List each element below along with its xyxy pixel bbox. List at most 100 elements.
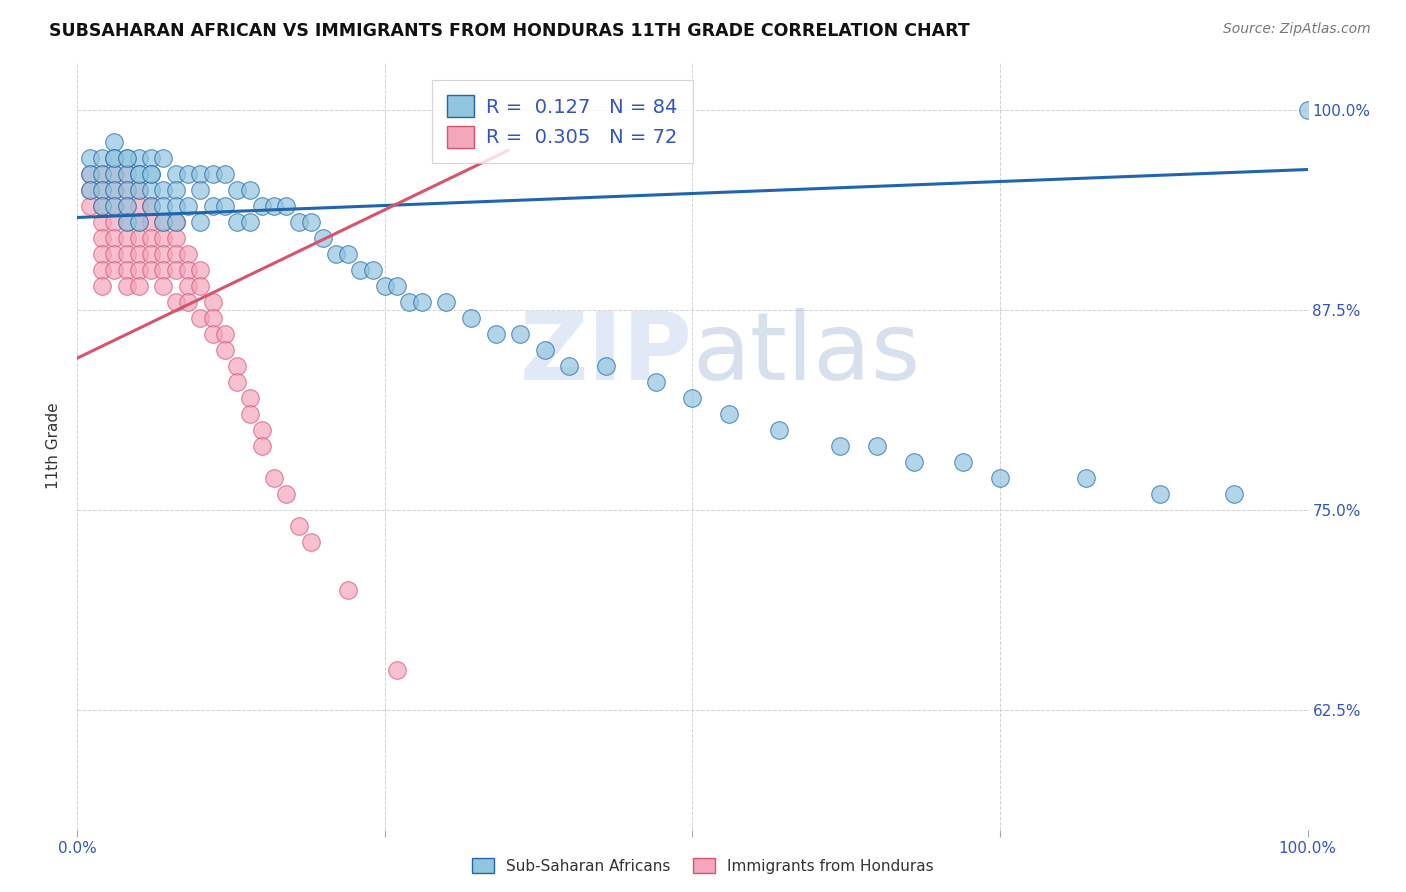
Point: [103, 199, 125, 213]
Point: [682, 391, 704, 405]
Point: [288, 215, 311, 229]
Point: [226, 375, 249, 389]
Point: [90, 263, 114, 277]
Point: [558, 359, 581, 373]
Point: [165, 183, 187, 197]
Point: [188, 279, 212, 293]
Point: [90, 152, 114, 166]
Point: [250, 199, 273, 213]
Point: [398, 295, 420, 310]
Point: [188, 183, 212, 197]
Point: [103, 152, 125, 166]
Point: [103, 136, 125, 150]
Point: [250, 439, 273, 453]
Point: [115, 199, 138, 213]
Point: [1076, 471, 1098, 485]
Point: [349, 263, 371, 277]
Point: [152, 183, 174, 197]
Point: [226, 215, 249, 229]
Point: [534, 343, 557, 358]
Point: [263, 199, 285, 213]
Point: [152, 215, 174, 229]
Point: [177, 167, 200, 181]
Point: [141, 215, 163, 229]
Point: [128, 215, 150, 229]
Point: [115, 183, 138, 197]
Point: [141, 167, 163, 181]
Point: [152, 152, 174, 166]
Point: [201, 199, 224, 213]
Point: [128, 247, 150, 261]
Point: [226, 359, 249, 373]
Point: [79, 183, 101, 197]
Point: [165, 295, 187, 310]
Legend: Sub-Saharan Africans, Immigrants from Honduras: Sub-Saharan Africans, Immigrants from Ho…: [467, 852, 939, 880]
Point: [115, 167, 138, 181]
Point: [411, 295, 433, 310]
Point: [201, 295, 224, 310]
Text: Source: ZipAtlas.com: Source: ZipAtlas.com: [1223, 22, 1371, 37]
Point: [115, 263, 138, 277]
Point: [90, 215, 114, 229]
Point: [152, 231, 174, 245]
Point: [988, 471, 1011, 485]
Point: [485, 327, 508, 342]
Point: [201, 327, 224, 342]
Point: [128, 279, 150, 293]
Point: [239, 407, 262, 421]
Point: [595, 359, 617, 373]
Legend: R =  0.127   N = 84, R =  0.305   N = 72: R = 0.127 N = 84, R = 0.305 N = 72: [432, 79, 693, 163]
Point: [288, 519, 311, 533]
Point: [115, 167, 138, 181]
Point: [141, 199, 163, 213]
Point: [644, 375, 666, 389]
Point: [90, 279, 114, 293]
Point: [141, 183, 163, 197]
Point: [103, 152, 125, 166]
Point: [866, 439, 889, 453]
Point: [226, 183, 249, 197]
Point: [177, 199, 200, 213]
Point: [1149, 487, 1171, 501]
Point: [460, 311, 482, 326]
Point: [141, 152, 163, 166]
Point: [152, 215, 174, 229]
Point: [239, 183, 262, 197]
Point: [201, 167, 224, 181]
Point: [239, 391, 262, 405]
Point: [79, 152, 101, 166]
Point: [214, 167, 236, 181]
Point: [165, 199, 187, 213]
Point: [299, 215, 322, 229]
Point: [128, 215, 150, 229]
Y-axis label: 11th Grade: 11th Grade: [46, 402, 62, 490]
Point: [90, 247, 114, 261]
Point: [90, 183, 114, 197]
Text: SUBSAHARAN AFRICAN VS IMMIGRANTS FROM HONDURAS 11TH GRADE CORRELATION CHART: SUBSAHARAN AFRICAN VS IMMIGRANTS FROM HO…: [49, 22, 970, 40]
Point: [188, 311, 212, 326]
Point: [177, 279, 200, 293]
Point: [79, 183, 101, 197]
Point: [188, 263, 212, 277]
Point: [385, 279, 409, 293]
Point: [830, 439, 852, 453]
Point: [103, 199, 125, 213]
Point: [115, 231, 138, 245]
Point: [325, 247, 347, 261]
Point: [768, 423, 790, 437]
Point: [103, 183, 125, 197]
Point: [103, 231, 125, 245]
Point: [337, 247, 360, 261]
Point: [1223, 487, 1246, 501]
Point: [177, 247, 200, 261]
Point: [141, 199, 163, 213]
Point: [188, 215, 212, 229]
Point: [141, 231, 163, 245]
Point: [177, 263, 200, 277]
Point: [361, 263, 384, 277]
Point: [79, 199, 101, 213]
Point: [385, 663, 409, 677]
Point: [337, 582, 360, 597]
Point: [263, 471, 285, 485]
Point: [718, 407, 741, 421]
